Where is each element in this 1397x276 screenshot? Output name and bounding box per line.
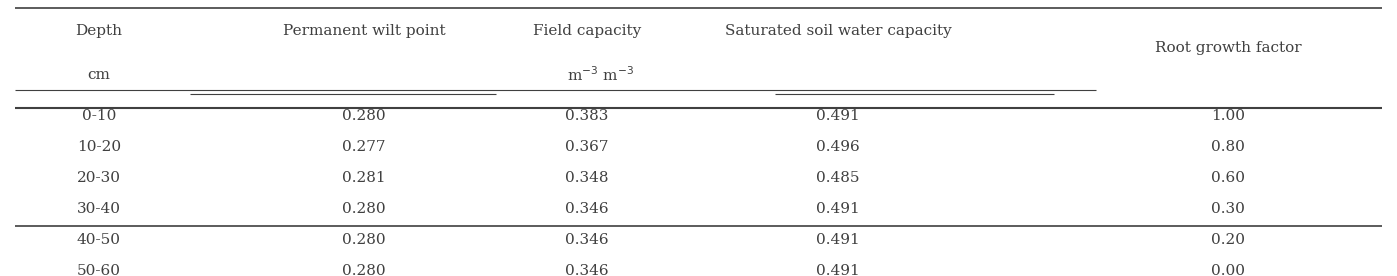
- Text: 0.60: 0.60: [1211, 171, 1245, 185]
- Text: 20-30: 20-30: [77, 171, 122, 185]
- Text: 0.280: 0.280: [342, 202, 386, 216]
- Text: 0.346: 0.346: [566, 202, 609, 216]
- Text: 1.00: 1.00: [1211, 109, 1245, 123]
- Text: Root growth factor: Root growth factor: [1155, 41, 1302, 55]
- Text: 30-40: 30-40: [77, 202, 122, 216]
- Text: 0.491: 0.491: [816, 109, 859, 123]
- Text: 0.280: 0.280: [342, 264, 386, 276]
- Text: 0.496: 0.496: [816, 140, 859, 154]
- Text: cm: cm: [88, 68, 110, 82]
- Text: 50-60: 50-60: [77, 264, 122, 276]
- Text: 10-20: 10-20: [77, 140, 122, 154]
- Text: Permanent wilt point: Permanent wilt point: [282, 24, 446, 38]
- Text: 0.367: 0.367: [566, 140, 609, 154]
- Text: Saturated soil water capacity: Saturated soil water capacity: [725, 24, 951, 38]
- Text: 0.346: 0.346: [566, 233, 609, 246]
- Text: 0.281: 0.281: [342, 171, 386, 185]
- Text: 0.280: 0.280: [342, 109, 386, 123]
- Text: 0.383: 0.383: [566, 109, 609, 123]
- Text: Field capacity: Field capacity: [532, 24, 641, 38]
- Text: m$^{-3}$ m$^{-3}$: m$^{-3}$ m$^{-3}$: [567, 65, 634, 84]
- Text: 0.80: 0.80: [1211, 140, 1245, 154]
- Text: 0.346: 0.346: [566, 264, 609, 276]
- Text: Depth: Depth: [75, 24, 123, 38]
- Text: 0.00: 0.00: [1211, 264, 1245, 276]
- Text: 0.491: 0.491: [816, 202, 859, 216]
- Text: 0.20: 0.20: [1211, 233, 1245, 246]
- Text: 0.277: 0.277: [342, 140, 386, 154]
- Text: 0-10: 0-10: [82, 109, 116, 123]
- Text: 0.485: 0.485: [816, 171, 859, 185]
- Text: 0.348: 0.348: [566, 171, 609, 185]
- Text: 40-50: 40-50: [77, 233, 122, 246]
- Text: 0.280: 0.280: [342, 233, 386, 246]
- Text: 0.30: 0.30: [1211, 202, 1245, 216]
- Text: 0.491: 0.491: [816, 264, 859, 276]
- Text: 0.491: 0.491: [816, 233, 859, 246]
